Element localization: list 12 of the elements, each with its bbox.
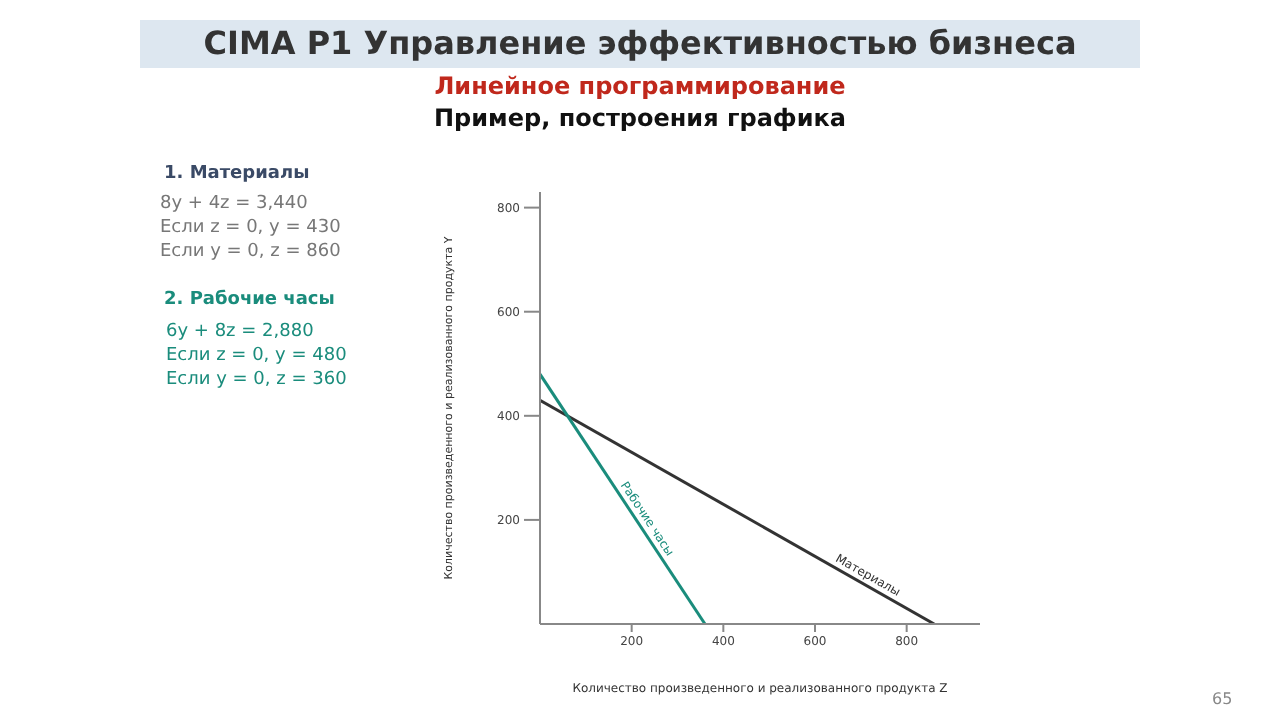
text: 1. Материалы bbox=[164, 164, 310, 184]
text: Если y = 0, z = 360 bbox=[166, 370, 347, 390]
text: Если z = 0, y = 480 bbox=[166, 346, 347, 366]
chart-subtitle: Линейное программирование bbox=[432, 72, 848, 100]
text: Пример, построения графика bbox=[432, 104, 848, 132]
text: 6y + 8z = 2,880 bbox=[166, 322, 314, 342]
text: 65 bbox=[1212, 690, 1233, 708]
text: Если z = 0, y = 430 bbox=[160, 218, 341, 238]
text: Если y = 0, z = 860 bbox=[160, 242, 341, 262]
text: 2. Рабочие часы bbox=[164, 290, 335, 310]
text: 8y + 4z = 3,440 bbox=[160, 194, 308, 214]
chart-title: CIMA P1 Управление эффективностью бизнеса bbox=[140, 20, 1140, 68]
